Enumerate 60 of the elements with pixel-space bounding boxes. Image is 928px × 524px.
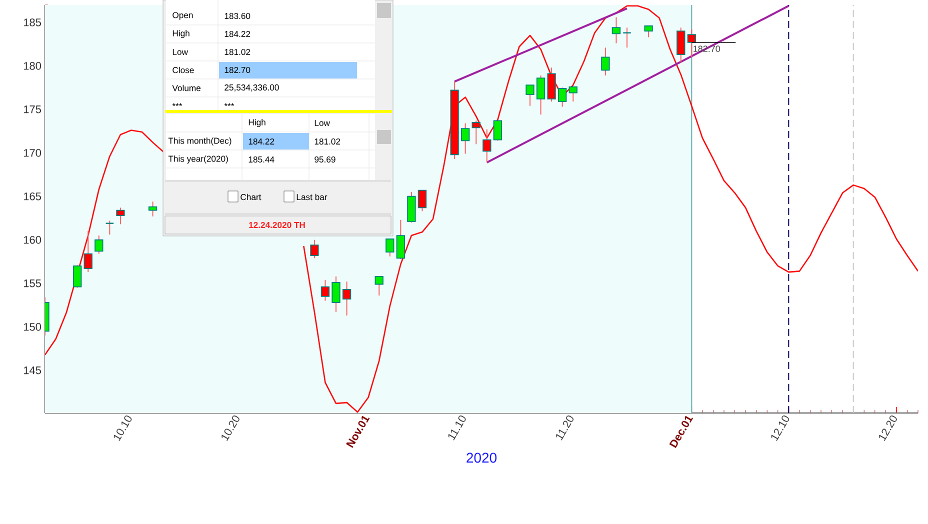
annotation: 184.22: [224, 30, 250, 38]
candlestick: [568, 86, 578, 102]
annotation: Low: [172, 48, 188, 55]
candlestick: [472, 120, 480, 145]
candlestick: [84, 230, 92, 273]
annotation: 183.60: [224, 12, 250, 20]
annotation: High: [248, 118, 266, 127]
y-tick-label: 145: [24, 366, 42, 374]
annotation: 182.70: [224, 66, 250, 74]
y-tick-label: 170: [24, 148, 42, 157]
candlestick: [310, 239, 319, 259]
candlestick: [536, 74, 546, 116]
candlestick: [396, 219, 406, 260]
candlestick: [342, 281, 352, 316]
annotation: 25,534,336.00: [224, 84, 279, 92]
candlestick: [94, 235, 104, 254]
candlestick: [386, 238, 394, 257]
candlestick: [461, 122, 470, 154]
candlestick: [601, 47, 610, 76]
annotation: High: [172, 30, 190, 38]
y-tick-label: 160: [24, 236, 42, 244]
candlestick: [418, 190, 427, 212]
annotation: This month(Dec): [168, 137, 232, 146]
annotation: 185.44: [248, 156, 274, 163]
annotation: Last bar: [296, 194, 328, 200]
candlestick: [116, 207, 125, 225]
annotation: ***: [224, 103, 234, 106]
candlestick: [493, 120, 502, 142]
annotation: 181.02: [224, 48, 250, 56]
candlestick: [644, 25, 653, 38]
y-tick-label: 175: [24, 106, 42, 114]
candlestick: [622, 27, 632, 48]
annotation: 12.24.2020 TH: [249, 222, 305, 228]
candlestick: [73, 264, 82, 288]
candlestick: [676, 27, 686, 63]
candlestick: [332, 276, 340, 313]
y-tick-label: 180: [24, 62, 42, 70]
candlestick: [558, 87, 567, 108]
annotation: Open: [172, 12, 193, 20]
x-axis-title: 2020: [466, 452, 497, 463]
annotation: Volume: [172, 84, 200, 92]
annotation: This year(2020): [168, 155, 228, 164]
y-tick-label: 155: [24, 280, 42, 288]
candlestick: [374, 276, 384, 296]
annotation: Chart: [240, 194, 262, 200]
y-tick-label: 185: [24, 18, 42, 26]
annotation: Close: [172, 66, 194, 74]
y-tick-label: 150: [24, 322, 42, 331]
annotation: 95.69: [314, 156, 336, 163]
annotation: 184.22: [248, 138, 274, 145]
y-tick-label: 165: [24, 192, 42, 200]
candlestick: [320, 279, 330, 302]
candlestick: [105, 220, 114, 236]
annotation: 181.02: [314, 138, 340, 145]
annotation: ***: [172, 103, 182, 106]
candlestick: [148, 201, 158, 217]
candlestick: [482, 128, 492, 163]
candlestick: [526, 84, 534, 106]
candlestick: [612, 16, 621, 44]
annotation: Low: [314, 120, 330, 126]
